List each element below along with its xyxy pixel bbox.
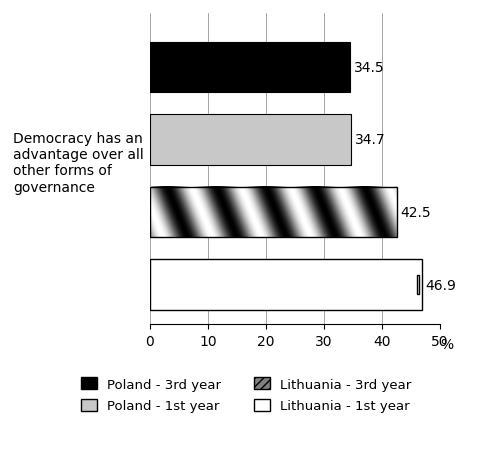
- Text: Democracy has an
advantage over all
other forms of
governance: Democracy has an advantage over all othe…: [14, 132, 144, 194]
- Text: 42.5: 42.5: [400, 206, 430, 220]
- Text: %: %: [440, 337, 453, 351]
- Text: 34.5: 34.5: [354, 61, 384, 75]
- Bar: [150, 115, 352, 166]
- Bar: [418, 276, 419, 294]
- Text: 46.9: 46.9: [426, 278, 456, 292]
- Bar: [150, 260, 422, 310]
- Legend: Poland - 3rd year, Poland - 1st year, Lithuania - 3rd year, Lithuania - 1st year: Poland - 3rd year, Poland - 1st year, Li…: [76, 372, 417, 418]
- Bar: [150, 187, 396, 238]
- Text: 34.7: 34.7: [354, 133, 386, 147]
- Bar: [150, 42, 350, 93]
